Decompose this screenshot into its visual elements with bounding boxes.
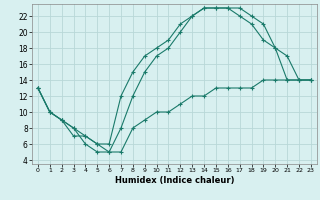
X-axis label: Humidex (Indice chaleur): Humidex (Indice chaleur) <box>115 176 234 185</box>
